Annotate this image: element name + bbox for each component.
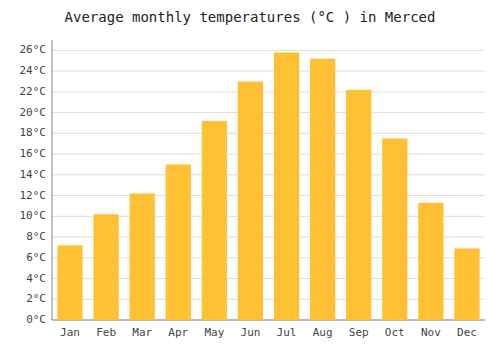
y-tick-labels: 0°C 2°C 4°C 6°C 8°C 10°C 12°C 14°C 16°C 18°C 20°C 2…: [20, 43, 47, 326]
bar: [166, 164, 191, 320]
grid-line: [52, 112, 485, 113]
bar: [202, 121, 227, 320]
bar: [93, 214, 118, 320]
bar: [57, 245, 82, 320]
y-tick-label: 10°C: [20, 209, 47, 222]
y-axis-line: [52, 40, 53, 320]
x-tick-label: Sep: [349, 326, 369, 339]
grid-line: [52, 91, 485, 92]
x-tick-label: Dec: [457, 326, 477, 339]
bar: [274, 52, 299, 320]
grid-line: [52, 71, 485, 72]
grid-line: [52, 133, 485, 134]
x-tick-label: Jul: [277, 326, 297, 339]
bar: [346, 90, 371, 320]
x-tick-label: May: [204, 326, 224, 339]
title: Average monthly temperatures (°C ) in Me…: [65, 9, 436, 25]
x-tick-label: Feb: [96, 326, 116, 339]
bar: [238, 81, 263, 320]
bar: [454, 248, 479, 320]
x-tick-label: Jun: [241, 326, 261, 339]
bars: [57, 52, 479, 320]
y-tick-label: 8°C: [26, 230, 46, 243]
y-tick-label: 22°C: [20, 85, 47, 98]
y-tick-label: 4°C: [26, 272, 46, 285]
y-tick-label: 16°C: [20, 147, 47, 160]
bar: [310, 59, 335, 320]
y-tick-label: 12°C: [20, 189, 47, 202]
bar: [130, 193, 155, 320]
grid-line: [52, 50, 485, 51]
x-tick-label: Aug: [313, 326, 333, 339]
y-tick-label: 6°C: [26, 251, 46, 264]
grid-line: [52, 174, 485, 175]
y-tick-label: 24°C: [20, 64, 47, 77]
y-grid: [52, 50, 485, 320]
chart: 0°C 2°C 4°C 6°C 8°C 10°C 12°C 14°C 16°C 18°C 20°C 2…: [0, 0, 500, 350]
bar: [382, 139, 407, 320]
y-tick-label: 20°C: [20, 106, 47, 119]
y-tick-label: 26°C: [20, 43, 47, 56]
y-tick-label: 18°C: [20, 126, 47, 139]
x-tick-label: Oct: [385, 326, 405, 339]
x-tick-label: Nov: [421, 326, 441, 339]
x-tick-label: Apr: [168, 326, 188, 339]
y-tick-label: 14°C: [20, 168, 47, 181]
bar: [418, 203, 443, 320]
grid-line: [52, 195, 485, 196]
grid-line: [52, 154, 485, 155]
chart-container: 0°C 2°C 4°C 6°C 8°C 10°C 12°C 14°C 16°C 18°C 20°C 2…: [0, 0, 500, 350]
x-tick-labels: Jan Feb Mar Apr May Jun Jul Aug Sep Oct Nov Dec: [60, 326, 477, 339]
x-tick-label: Jan: [60, 326, 80, 339]
x-tick-label: Mar: [132, 326, 152, 339]
y-tick-label: 2°C: [26, 292, 46, 305]
y-tick-label: 0°C: [26, 313, 46, 326]
